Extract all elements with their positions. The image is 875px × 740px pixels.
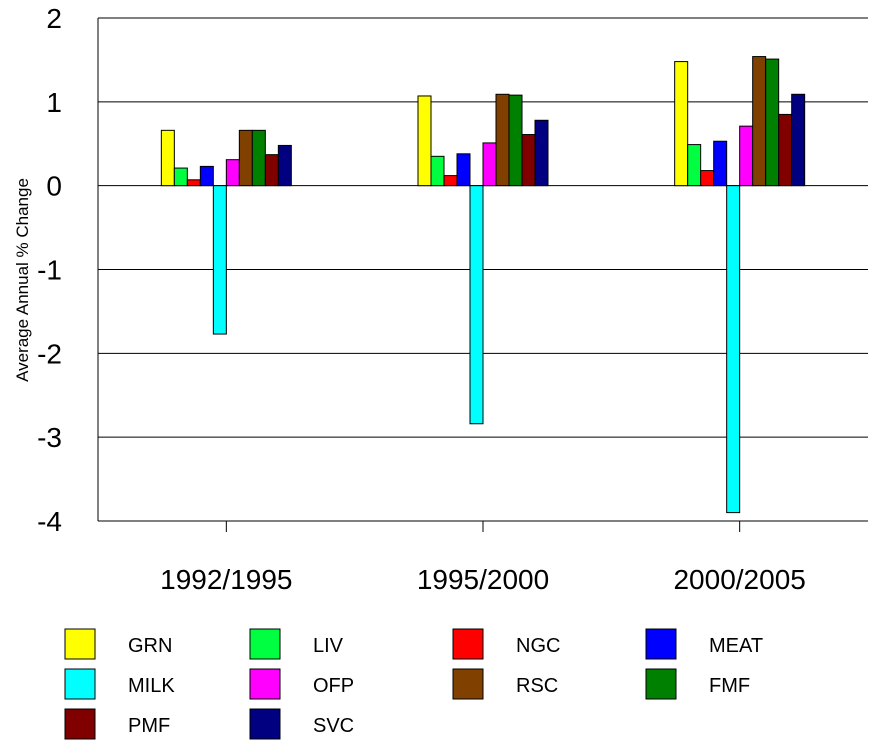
bar-svc: [277, 144, 292, 187]
bar-svc: [791, 93, 806, 187]
legend-swatch-meat: [645, 628, 677, 660]
legend-label-grn: GRN: [128, 635, 172, 657]
bar-ofp: [739, 125, 754, 187]
bar-milk: [726, 185, 741, 514]
legend-label-meat: MEAT: [709, 635, 763, 657]
x-category-label: 1995/2000: [417, 564, 549, 595]
y-tick-label: -4: [37, 506, 62, 537]
legend-label-svc: SVC: [313, 715, 354, 737]
legend-swatch-ngc: [452, 628, 484, 660]
legend-swatch-ofp: [249, 668, 281, 700]
bar-liv: [687, 144, 702, 187]
bar-ngc: [443, 175, 458, 187]
bars: [160, 56, 806, 514]
y-tick-label: -3: [37, 422, 62, 453]
bar-meat: [456, 153, 471, 187]
legend-label-ngc: NGC: [516, 635, 560, 657]
bar-meat: [199, 165, 214, 187]
x-category-labels: 1992/1995 1995/2000 2000/2005: [160, 564, 806, 595]
bar-fmf: [765, 58, 780, 187]
bar-ngc: [700, 170, 715, 187]
x-category-label: 1992/1995: [160, 564, 292, 595]
legend-swatch-milk: [64, 668, 96, 700]
x-category-label: 2000/2005: [673, 564, 805, 595]
bar-ofp: [225, 159, 240, 187]
bar-pmf: [778, 113, 793, 187]
bar-meat: [713, 140, 728, 187]
bar-rsc: [752, 56, 767, 187]
legend-swatch-pmf: [64, 708, 96, 740]
bar-rsc: [238, 129, 253, 187]
y-tick-label: 2: [46, 3, 62, 34]
bar-grn: [417, 95, 432, 187]
legend-label-milk: MILK: [128, 675, 175, 697]
legend-swatch-rsc: [452, 668, 484, 700]
bar-fmf: [251, 129, 266, 187]
bar-grn: [674, 61, 689, 187]
y-tick-label: -1: [37, 255, 62, 286]
bar-liv: [430, 155, 445, 187]
legend-swatch-svc: [249, 708, 281, 740]
bar-pmf: [264, 154, 279, 187]
bar-ngc: [186, 179, 201, 187]
bar-pmf: [521, 134, 536, 187]
legend: GRN LIV NGC MEAT MILK OFP RSC FMF PMF SVC: [64, 628, 763, 740]
legend-swatch-grn: [64, 628, 96, 660]
y-tick-label: 1: [46, 87, 62, 118]
y-tick-labels: 2 1 0 -1 -2 -3 -4: [37, 3, 62, 537]
y-tick-label: 0: [46, 171, 62, 202]
bar-grn: [160, 129, 175, 187]
legend-label-pmf: PMF: [128, 715, 170, 737]
legend-label-liv: LIV: [313, 635, 344, 657]
bar-liv: [173, 167, 188, 187]
bar-ofp: [482, 142, 497, 187]
legend-swatch-fmf: [645, 668, 677, 700]
axes: [97, 18, 868, 532]
bar-milk: [212, 185, 227, 335]
bar-svc: [534, 119, 549, 187]
bar-milk: [469, 185, 484, 425]
legend-label-fmf: FMF: [709, 675, 750, 697]
bar-rsc: [495, 93, 510, 187]
legend-label-ofp: OFP: [313, 675, 354, 697]
legend-label-rsc: RSC: [516, 675, 558, 697]
y-axis-title: Average Annual % Change: [13, 178, 32, 382]
legend-swatch-liv: [249, 628, 281, 660]
bar-fmf: [508, 94, 523, 187]
y-tick-label: -2: [37, 338, 62, 369]
